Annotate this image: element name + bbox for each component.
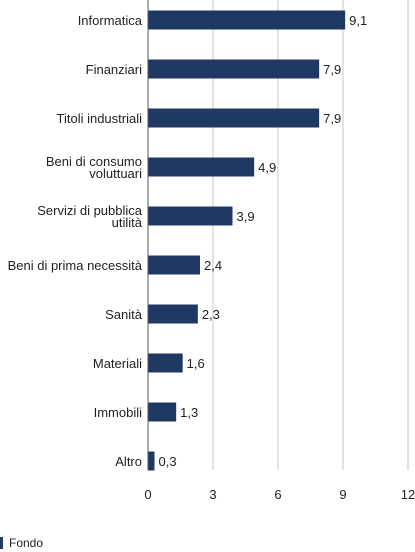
category-label-line: Titoli industriali	[57, 111, 143, 126]
category-label-line: voluttuari	[89, 166, 142, 181]
value-label: 2,3	[202, 307, 220, 322]
legend-label: Fondo	[9, 536, 44, 550]
category-label: Sanità	[105, 307, 143, 322]
legend-swatch	[0, 537, 3, 549]
bar	[148, 206, 233, 226]
bar	[148, 59, 320, 79]
x-tick-label: 9	[339, 487, 346, 502]
category-label-line: Informatica	[78, 13, 143, 28]
value-labels: 9,1 7,9 7,9 4,9 3,9 2,4 2,3 1,6 1,3 0,3	[159, 13, 368, 469]
value-label: 7,9	[323, 111, 341, 126]
category-label: Beni di prima necessità	[8, 258, 143, 273]
category-label-line: Finanziari	[86, 62, 142, 77]
category-label: Materiali	[93, 356, 142, 371]
bar	[148, 451, 155, 471]
value-label: 1,6	[187, 356, 205, 371]
x-tick-label: 12	[401, 487, 415, 502]
value-label: 7,9	[323, 62, 341, 77]
category-label: Titoli industriali	[57, 111, 143, 126]
category-label: Servizi di pubblica utilità	[37, 203, 143, 230]
bars	[148, 10, 346, 471]
value-label: 4,9	[258, 160, 276, 175]
value-label: 3,9	[237, 209, 255, 224]
value-label: 9,1	[349, 13, 367, 28]
bar	[148, 304, 198, 324]
bar	[148, 353, 183, 373]
value-label: 1,3	[180, 405, 198, 420]
value-label: 2,4	[204, 258, 222, 273]
bar	[148, 255, 200, 275]
category-label: Altro	[115, 454, 142, 469]
category-label: Finanziari	[86, 62, 142, 77]
category-label: Informatica	[78, 13, 143, 28]
x-tick-label: 0	[144, 487, 151, 502]
x-tick-label: 3	[209, 487, 216, 502]
bar	[148, 108, 320, 128]
bar	[148, 157, 255, 177]
category-label-line: Materiali	[93, 356, 142, 371]
x-tick-labels: 0 3 6 9 12	[144, 487, 415, 502]
category-labels: Informatica Finanziari Titoli industriali B…	[8, 13, 143, 469]
category-label-line: utilità	[112, 215, 143, 230]
category-label-line: Beni di consumo	[46, 154, 142, 169]
category-label-line: Servizi di pubblica	[37, 203, 143, 218]
category-label-line: Beni di prima necessità	[8, 258, 143, 273]
legend: Fondo	[0, 536, 43, 550]
category-label-line: Sanità	[105, 307, 143, 322]
category-label-line: Altro	[115, 454, 142, 469]
category-label: Beni di consumo voluttuari	[46, 154, 142, 181]
category-label-line: Immobili	[94, 405, 143, 420]
bar	[148, 402, 177, 422]
bar	[148, 10, 346, 30]
x-tick-label: 6	[274, 487, 281, 502]
category-label: Immobili	[94, 405, 143, 420]
value-label: 0,3	[159, 454, 177, 469]
